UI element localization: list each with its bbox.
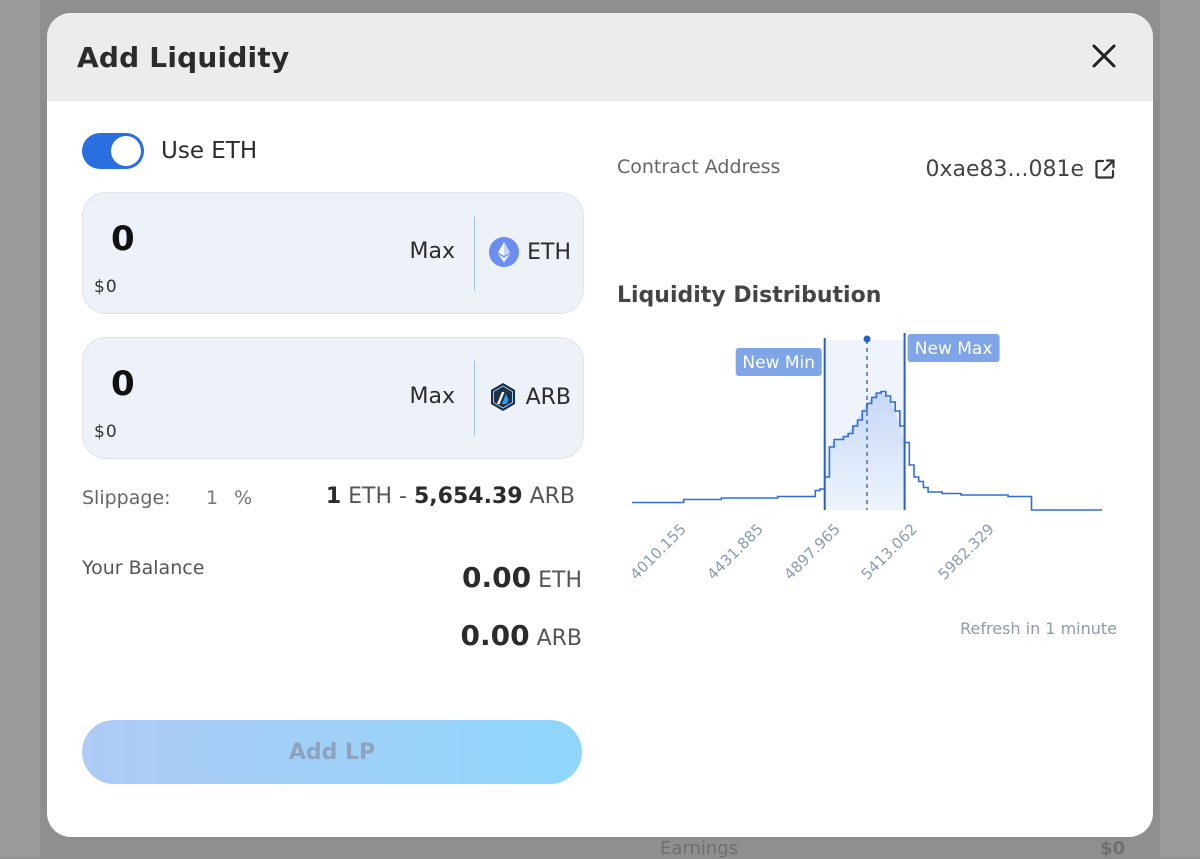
rate-right-amount: 5,654.39 [414,484,523,509]
eth-token-symbol: ETH [527,239,571,265]
eth-amount-input[interactable] [111,219,311,259]
ethereum-icon [489,237,520,267]
x-tick-label: 4431.885 [703,520,766,583]
price-rate: 1 ETH - 5,654.39 ARB [326,484,575,509]
rate-right-symbol: ARB [529,484,575,509]
distribution-line [632,390,1102,511]
x-tick-label: 4897.965 [780,520,843,583]
current-price-dot [863,335,871,343]
x-tick-label: 5413.062 [857,520,920,583]
divider [474,360,475,436]
balance-label: Your Balance [82,557,205,579]
divider [474,215,475,291]
add-lp-button[interactable]: Add LP [82,720,582,784]
x-tick-label: 5982.329 [934,520,997,583]
add-liquidity-modal: Add Liquidity Use ETH $0 Max ETH [47,13,1153,837]
eth-balance: 0.00 ETH [462,561,582,594]
arb-amount-box: $0 Max ARB [82,337,584,459]
rate-separator: - [399,484,407,509]
use-eth-toggle[interactable] [82,133,144,169]
backdrop-earnings-label: Earnings [660,838,739,859]
new-max-tag: New Max [915,339,993,359]
eth-balance-amount: 0.00 [462,561,532,594]
slippage-label: Slippage: [82,487,171,509]
arb-balance: 0.00 ARB [460,619,582,652]
close-icon [1092,44,1116,68]
x-tick-label: 4010.155 [627,520,690,583]
arb-token-symbol: ARB [525,384,571,410]
modal-title: Add Liquidity [77,41,290,74]
slippage-value: 1 [206,487,219,509]
eth-max-button[interactable]: Max [409,239,455,264]
contract-address-label: Contract Address [617,156,781,178]
new-max-tag-bg [907,334,1000,362]
eth-token-selector[interactable]: ETH [489,237,571,267]
arb-token-selector[interactable]: ARB [488,382,571,412]
arb-amount-input[interactable] [111,364,311,404]
new-min-tag-bg [735,348,822,376]
use-eth-row: Use ETH [82,131,257,171]
arb-balance-amount: 0.00 [460,619,530,652]
backdrop-earnings-value: $0 [1100,838,1126,859]
arb-usd-value: $0 [94,422,118,442]
toggle-knob [111,136,141,166]
refresh-timer: Refresh in 1 minute [960,619,1117,638]
rate-left-symbol: ETH [348,484,393,509]
arb-max-button[interactable]: Max [409,384,455,409]
eth-usd-value: $0 [94,277,118,297]
backdrop-panel-right [1160,0,1200,858]
range-area-fill [824,391,905,510]
external-link-icon[interactable] [1094,158,1116,180]
eth-balance-symbol: ETH [538,568,582,593]
liquidity-distribution-title: Liquidity Distribution [617,283,882,308]
use-eth-label: Use ETH [161,138,258,164]
slippage-row[interactable]: Slippage: 1 % [82,487,252,509]
arbitrum-icon [490,383,515,411]
arb-balance-symbol: ARB [536,626,582,651]
eth-amount-box: $0 Max ETH [82,192,584,314]
contract-address-value[interactable]: 0xae83...081e [925,157,1084,182]
modal-header: Add Liquidity [47,13,1153,101]
rate-left-amount: 1 [325,484,342,509]
new-min-tag: New Min [742,353,815,373]
liquidity-distribution-chart[interactable]: New Min New Max 4010.155 4431.885 4897.965 54… [627,328,1117,628]
close-button[interactable] [1089,41,1119,71]
slippage-unit: % [234,487,253,509]
backdrop-panel-left [0,0,40,858]
